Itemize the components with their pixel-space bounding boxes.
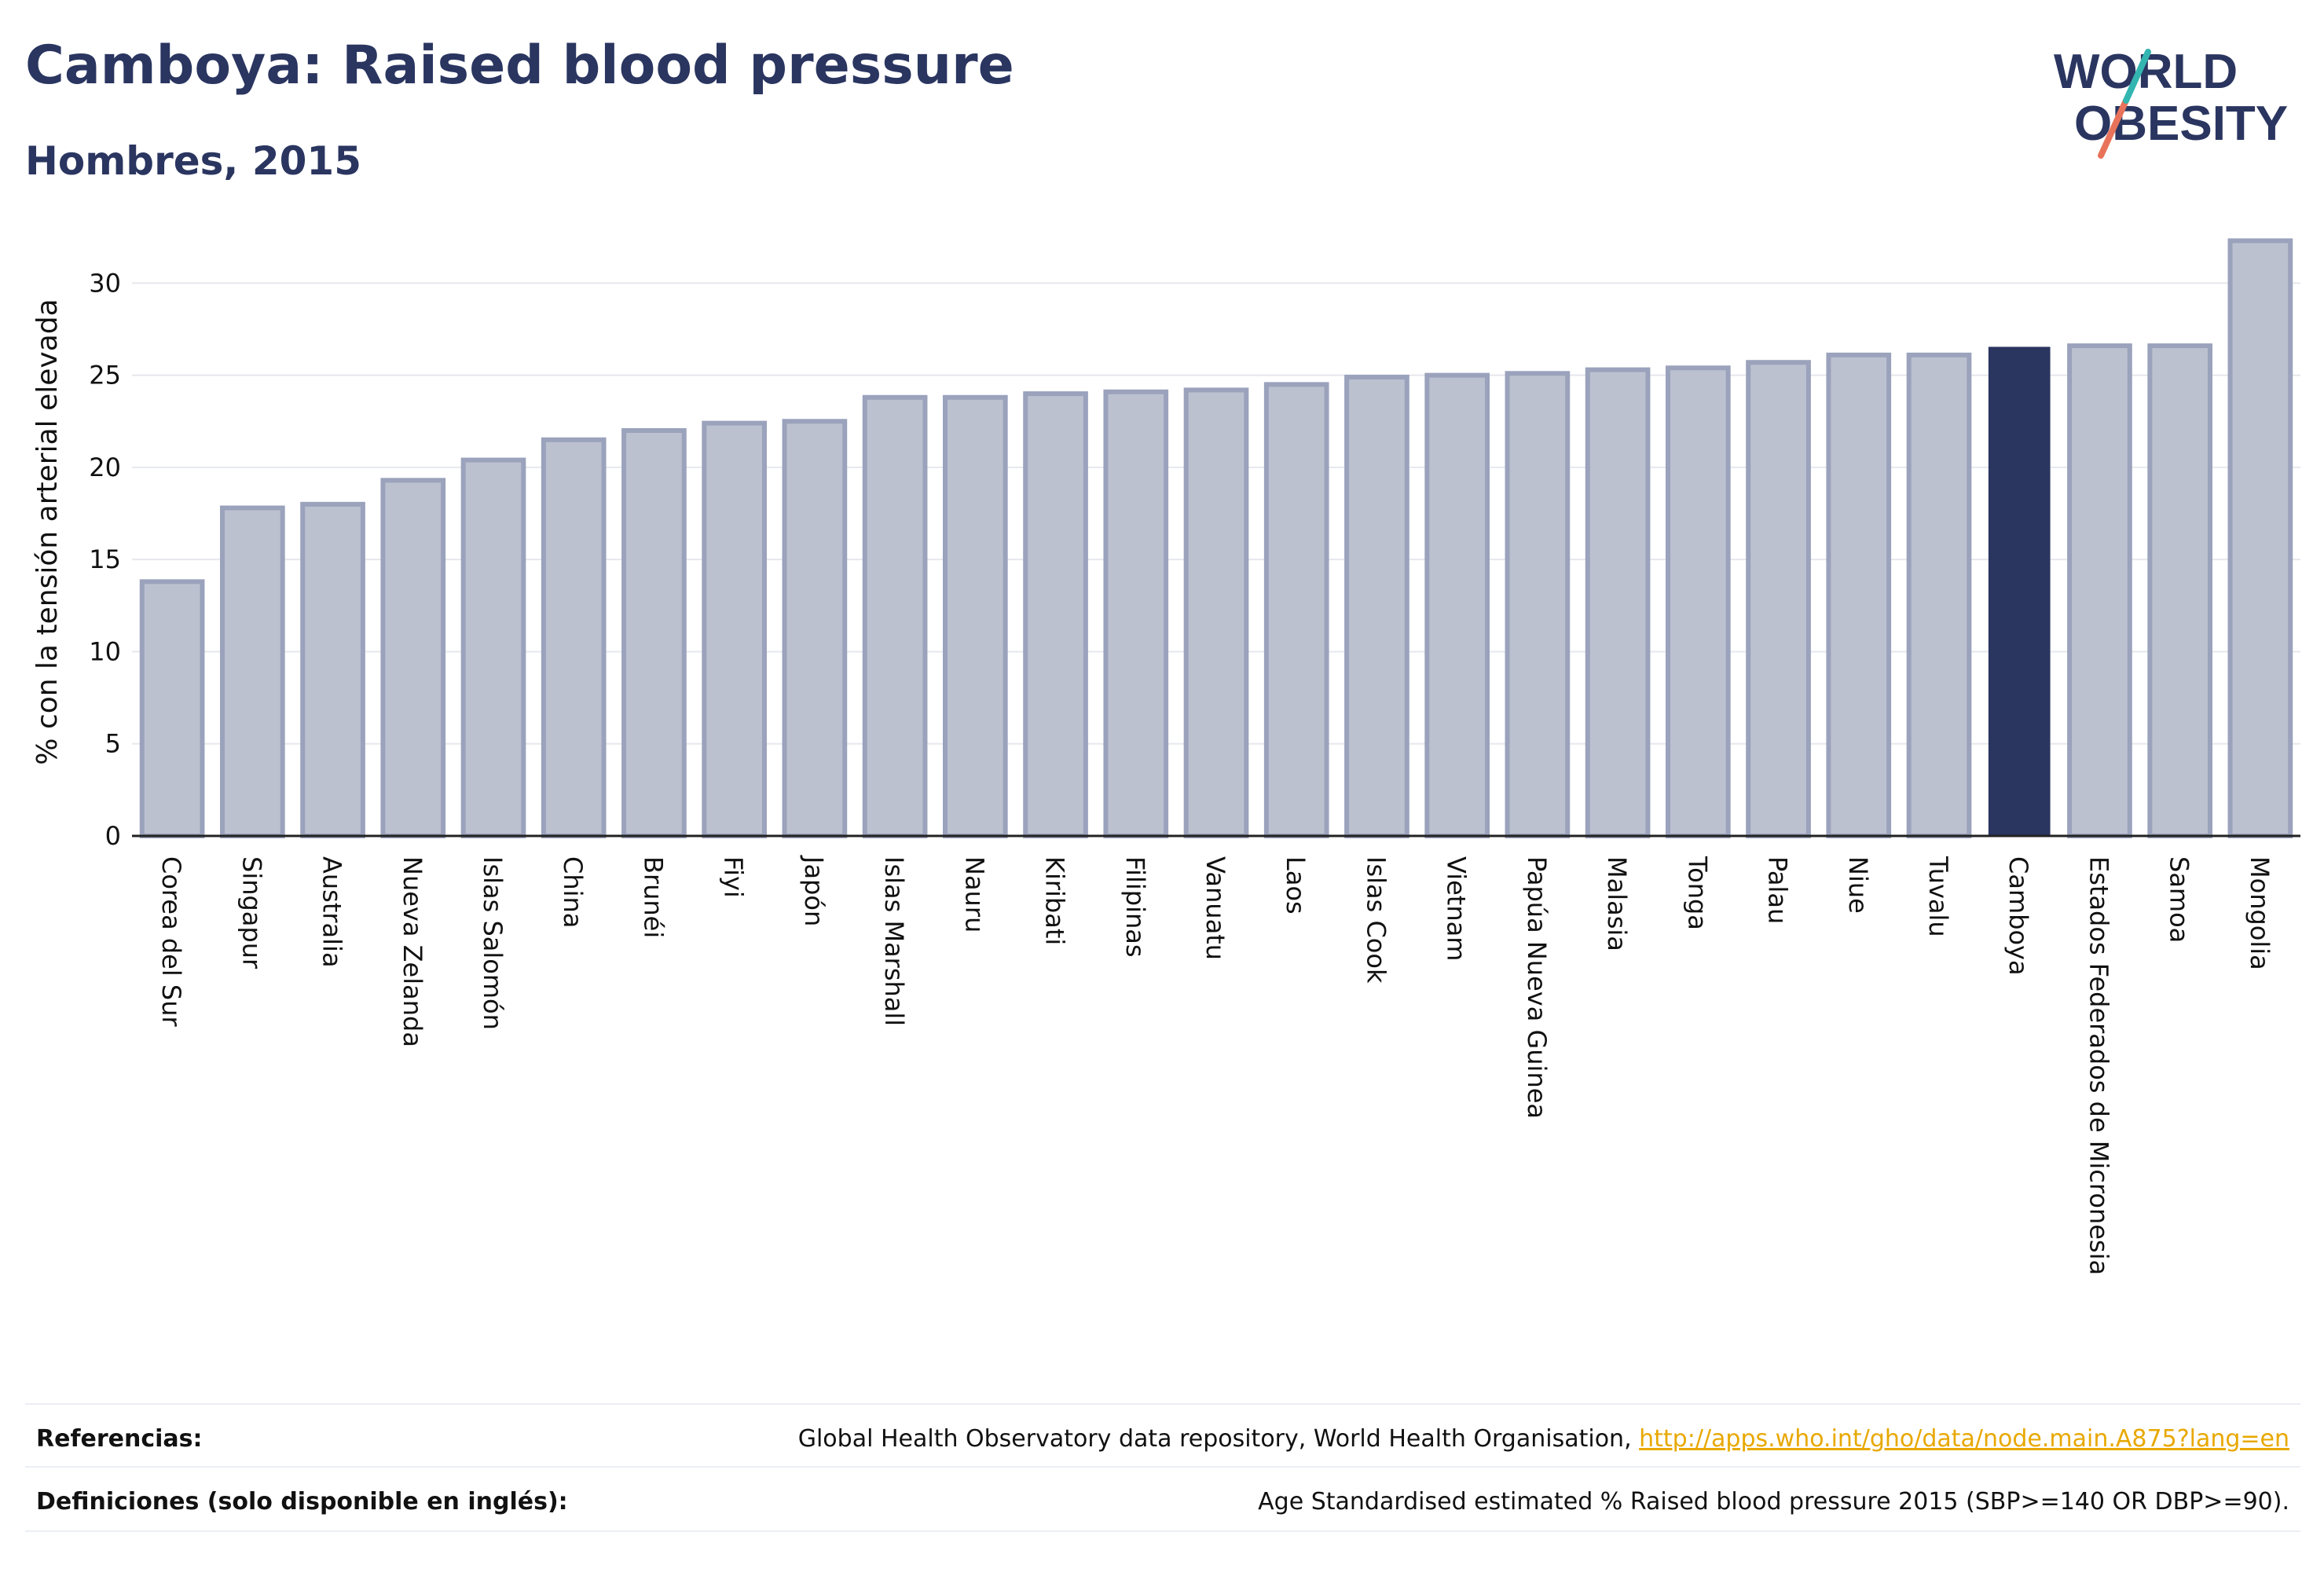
logo-slash-teal [2123,49,2151,104]
bar [2147,343,2212,839]
bar [1183,387,1249,838]
footer-divider [25,1403,2300,1405]
x-tick-label: Brunéi [638,856,668,938]
y-tick-label: 15 [89,544,121,574]
bar [2067,343,2132,839]
bar [2227,238,2293,839]
x-tick-label: Tonga [1682,856,1712,930]
x-tick-label: Laos [1281,856,1310,914]
x-tick-label: Islas Salomón [478,856,508,1030]
bar [1103,389,1169,838]
x-tick-label: Kiribati [1040,856,1070,945]
footer-divider [25,1530,2300,1532]
x-tick-label: Vietnam [1442,856,1472,961]
x-tick-label: Corea del Sur [156,856,186,1028]
x-tick-label: Mongolia [2245,856,2275,970]
references-text: Global Health Observatory data repositor… [798,1425,2289,1453]
x-tick-label: Estados Federados de Micronesia [2084,856,2113,1275]
bar [1263,382,1329,838]
x-tick-label: Fiyi [719,856,749,898]
x-tick-label: Tuvalu [1923,856,1953,937]
x-tick-label: Niue [1843,856,1873,914]
x-tick-label: Samoa [2165,856,2194,943]
bar [1344,374,1409,838]
bar [1505,371,1571,839]
y-tick-label: 30 [89,268,121,298]
bar [220,505,285,838]
bar [1424,372,1490,838]
bar [862,394,928,839]
y-tick-label: 0 [105,821,121,851]
logo-slash-red [2098,97,2129,159]
bar [943,394,1008,839]
references-source: Global Health Observatory data repositor… [797,1425,1640,1453]
x-tick-label: Palau [1763,856,1793,924]
references-label: Referencias: [36,1425,203,1453]
x-tick-label: Malasia [1602,856,1632,951]
x-tick-label: Australia [317,856,347,968]
definitions-label: Definiciones (solo disponible en inglés)… [36,1488,568,1516]
y-axis-label: % con la tensión arterial elevada [31,299,64,764]
bar [782,419,848,838]
page-subtitle: Hombres, 2015 [25,138,361,184]
bar [541,437,607,839]
bar [702,420,767,838]
y-tick-label: 5 [105,729,121,759]
bar [139,579,205,838]
bar [1826,352,1892,838]
bar [621,428,687,838]
x-tick-label: Vanuatu [1200,856,1230,960]
y-tick-label: 25 [89,361,121,390]
bar [1666,365,1731,839]
bar [1023,391,1088,839]
bar [1988,346,2051,837]
bar [380,478,446,838]
definitions-text: Age Standardised estimated % Raised bloo… [1258,1488,2289,1516]
x-tick-label: Singapur [236,856,266,969]
bar [1585,367,1651,839]
references-link[interactable]: http://apps.who.int/gho/data/node.main.A… [1639,1425,2289,1453]
y-tick-label: 10 [89,636,121,666]
x-tick-label: Camboya [2003,856,2033,976]
x-tick-label: China [558,856,588,928]
bar [300,501,365,838]
x-tick-label: Nauru [959,856,989,933]
bar [1906,352,1972,838]
x-tick-label: Filipinas [1120,856,1150,958]
page-title: Camboya: Raised blood pressure [25,35,1014,97]
bar [460,457,526,838]
footer-divider [25,1466,2300,1468]
x-tick-label: Islas Cook [1361,856,1391,984]
world-obesity-logo: WORLD OBESITY [2054,45,2288,159]
bar-chart: 0 5 10 15 20 25 30 % con la tensión arterial el… [31,238,2300,1275]
x-tick-label: Nueva Zelanda [398,856,427,1047]
x-tick-label: Islas Marshall [879,856,909,1026]
y-tick-label: 20 [89,453,121,482]
x-tick-label: Japón [799,855,829,926]
bar [1746,360,1811,838]
x-tick-label: Papúa Nueva Guinea [1522,856,1552,1119]
